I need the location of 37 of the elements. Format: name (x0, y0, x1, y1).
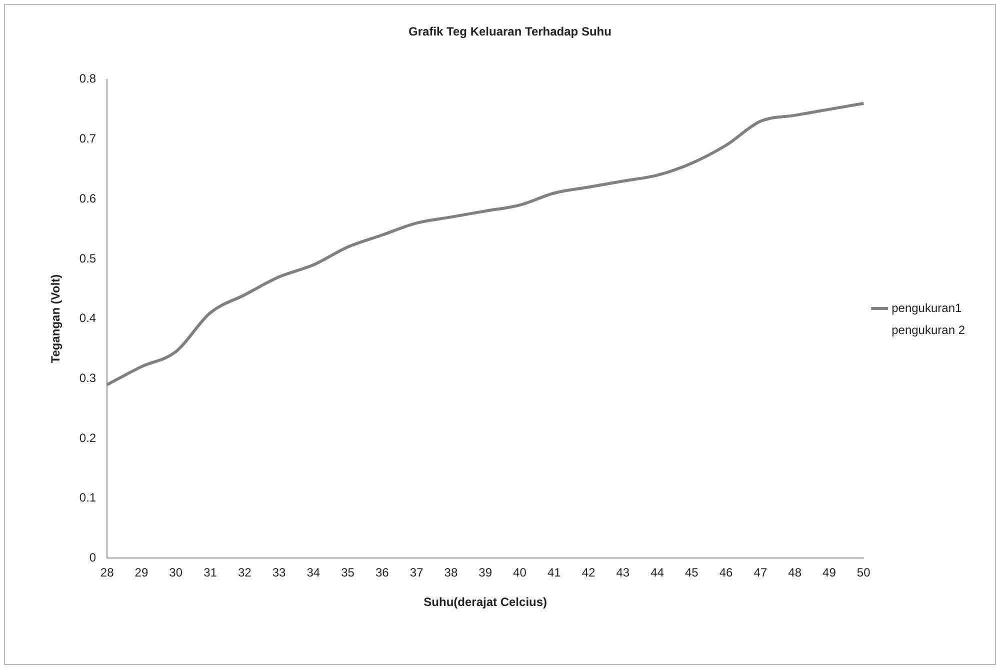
x-tick-label: 49 (822, 566, 836, 580)
y-tick-label: 0.7 (79, 132, 96, 146)
x-tick-label: 50 (856, 566, 871, 580)
x-tick-label: 28 (100, 566, 114, 580)
x-tick-label: 36 (376, 566, 390, 580)
x-axis-title: Suhu(derajat Celcius) (424, 595, 548, 610)
x-tick-label: 47 (754, 566, 768, 580)
y-tick-label: 0.2 (79, 430, 96, 445)
y-tick-label: 0.6 (79, 191, 96, 206)
y-tick-label: 0.4 (79, 311, 96, 326)
y-tick-label: 0.5 (79, 251, 96, 266)
x-tick-label: 37 (410, 566, 424, 580)
legend-label: pengukuran1 (892, 300, 962, 315)
x-tick-label: 48 (788, 566, 802, 580)
x-tick-label: 40 (513, 566, 527, 580)
x-tick-label: 46 (719, 566, 734, 580)
x-tick-label: 29 (134, 566, 148, 580)
x-tick-label: 34 (306, 566, 320, 580)
chart-title: Grafik Teg Keluaran Terhadap Suhu (408, 24, 612, 39)
x-tick-label: 45 (684, 566, 699, 580)
x-tick-label: 30 (169, 566, 183, 580)
y-tick-label: 0.1 (79, 490, 96, 505)
x-tick-label: 35 (341, 566, 355, 580)
y-tick-label: 0.3 (79, 370, 96, 385)
x-tick-label: 43 (616, 566, 630, 580)
y-tick-label: 0 (89, 550, 96, 565)
x-tick-label: 38 (444, 566, 458, 580)
x-tick-label: 41 (547, 566, 562, 580)
y-axis-title: Tegangan (Volt) (48, 274, 63, 364)
text: pengukuran 2 (892, 322, 966, 337)
x-tick-label: 39 (478, 566, 492, 580)
x-tick-label: 33 (272, 566, 286, 580)
y-tick-label: 0.8 (79, 72, 96, 86)
x-tick-label: 42 (582, 566, 596, 580)
x-tick-label: 32 (238, 566, 252, 580)
x-tick-label: 44 (650, 566, 664, 580)
x-tick-label: 31 (204, 566, 218, 580)
